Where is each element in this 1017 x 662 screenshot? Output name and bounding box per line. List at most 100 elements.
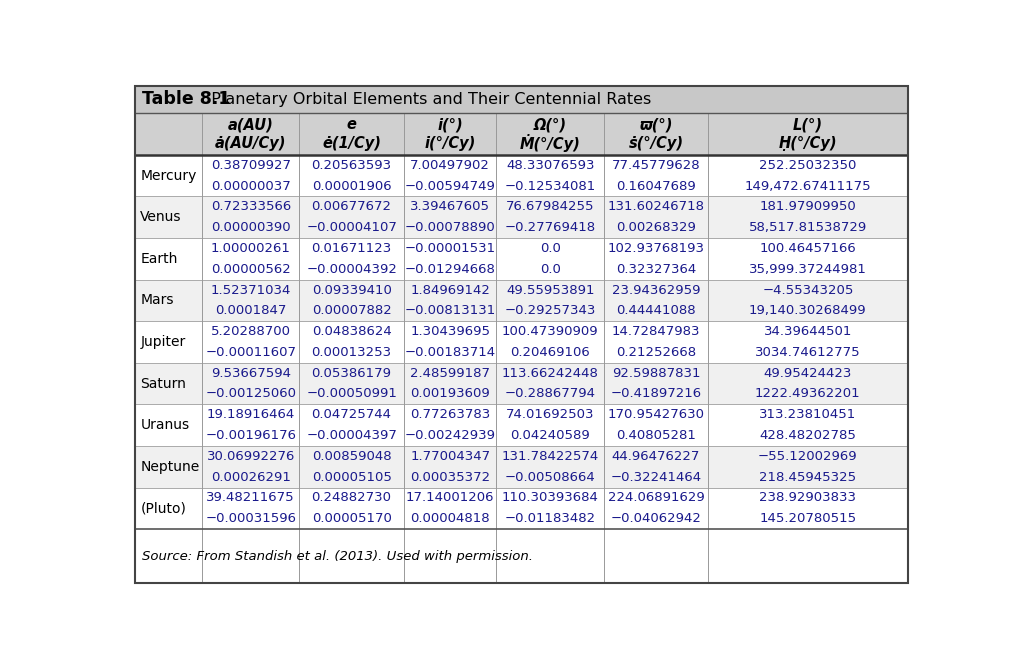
Text: ȧ(AU/Cy): ȧ(AU/Cy) <box>215 136 287 151</box>
Text: 0.24882730: 0.24882730 <box>311 491 392 504</box>
Text: 1.84969142: 1.84969142 <box>410 283 490 297</box>
Text: 1.77004347: 1.77004347 <box>410 450 490 463</box>
Text: e: e <box>347 117 357 132</box>
Text: Saturn: Saturn <box>140 377 186 391</box>
Text: 0.05386179: 0.05386179 <box>311 367 392 380</box>
Text: Table 8.1: Table 8.1 <box>141 91 230 109</box>
Text: L(°): L(°) <box>793 117 823 132</box>
Text: 181.97909950: 181.97909950 <box>760 201 856 213</box>
Text: 0.04838624: 0.04838624 <box>312 325 392 338</box>
Text: 74.01692503: 74.01692503 <box>505 408 595 421</box>
Text: Ω(°): Ω(°) <box>534 117 566 132</box>
Text: −0.27769418: −0.27769418 <box>504 221 596 234</box>
Text: 39.48211675: 39.48211675 <box>206 491 295 504</box>
Text: −0.00011607: −0.00011607 <box>205 346 296 359</box>
Text: Planetary Orbital Elements and Their Centennial Rates: Planetary Orbital Elements and Their Cen… <box>200 92 651 107</box>
Text: −0.29257343: −0.29257343 <box>504 305 596 317</box>
Text: 1.00000261: 1.00000261 <box>211 242 291 255</box>
Text: 1222.49362201: 1222.49362201 <box>755 387 860 401</box>
Text: 0.09339410: 0.09339410 <box>311 283 392 297</box>
Text: 0.32327364: 0.32327364 <box>616 263 697 276</box>
Text: 19.18916464: 19.18916464 <box>206 408 295 421</box>
Text: ė(1/Cy): ė(1/Cy) <box>322 136 381 151</box>
Text: Source: From Standish et al. (2013). Used with permission.: Source: From Standish et al. (2013). Use… <box>141 549 533 563</box>
Text: −55.12002969: −55.12002969 <box>758 450 857 463</box>
Text: 218.45945325: 218.45945325 <box>760 471 856 484</box>
Text: Jupiter: Jupiter <box>140 335 185 349</box>
Text: і(°/Cy): і(°/Cy) <box>424 136 476 151</box>
Text: 145.20780515: 145.20780515 <box>760 512 856 525</box>
Text: 0.00859048: 0.00859048 <box>312 450 392 463</box>
Text: 0.01671123: 0.01671123 <box>311 242 392 255</box>
Text: 0.00007882: 0.00007882 <box>312 305 392 317</box>
Text: 17.14001206: 17.14001206 <box>406 491 494 504</box>
Text: −0.00004397: −0.00004397 <box>306 429 397 442</box>
Text: 0.00026291: 0.00026291 <box>211 471 291 484</box>
Text: −0.01183482: −0.01183482 <box>504 512 596 525</box>
Text: 131.78422574: 131.78422574 <box>501 450 599 463</box>
Text: −0.00001531: −0.00001531 <box>405 242 495 255</box>
Bar <box>135 487 907 529</box>
Text: 77.45779628: 77.45779628 <box>612 159 701 172</box>
Text: 2.48599187: 2.48599187 <box>410 367 490 380</box>
Text: i(°): i(°) <box>437 117 463 132</box>
Text: 58,517.81538729: 58,517.81538729 <box>749 221 868 234</box>
Text: 0.00005105: 0.00005105 <box>311 471 392 484</box>
Text: 0.21252668: 0.21252668 <box>616 346 696 359</box>
Text: 0.00677672: 0.00677672 <box>311 201 392 213</box>
Text: −0.04062942: −0.04062942 <box>610 512 702 525</box>
Text: 224.06891629: 224.06891629 <box>608 491 705 504</box>
Bar <box>135 446 907 487</box>
Text: 0.00004818: 0.00004818 <box>410 512 490 525</box>
Bar <box>135 279 907 321</box>
Bar <box>135 363 907 404</box>
Text: 76.67984255: 76.67984255 <box>505 201 595 213</box>
Text: Venus: Venus <box>140 211 182 224</box>
Text: −0.00183714: −0.00183714 <box>405 346 495 359</box>
Text: 0.00193609: 0.00193609 <box>410 387 490 401</box>
Text: 0.04240589: 0.04240589 <box>511 429 590 442</box>
Text: 1.52371034: 1.52371034 <box>211 283 291 297</box>
Text: 252.25032350: 252.25032350 <box>759 159 856 172</box>
Text: 0.40805281: 0.40805281 <box>616 429 696 442</box>
Text: 49.95424423: 49.95424423 <box>764 367 852 380</box>
Text: −0.00078890: −0.00078890 <box>405 221 495 234</box>
Text: −0.00196176: −0.00196176 <box>205 429 296 442</box>
Text: 3.39467605: 3.39467605 <box>410 201 490 213</box>
Text: 0.00035372: 0.00035372 <box>410 471 490 484</box>
Text: 0.00001906: 0.00001906 <box>312 179 392 193</box>
Text: 0.72333566: 0.72333566 <box>211 201 291 213</box>
Text: Uranus: Uranus <box>140 418 189 432</box>
Text: 0.20563593: 0.20563593 <box>311 159 392 172</box>
Text: Mars: Mars <box>140 293 174 307</box>
Text: 0.16047689: 0.16047689 <box>616 179 696 193</box>
Text: 0.0: 0.0 <box>540 263 560 276</box>
Text: 0.77263783: 0.77263783 <box>410 408 490 421</box>
Text: 14.72847983: 14.72847983 <box>612 325 701 338</box>
Text: 313.23810451: 313.23810451 <box>760 408 856 421</box>
Text: −0.00242939: −0.00242939 <box>405 429 495 442</box>
Text: 7.00497902: 7.00497902 <box>410 159 490 172</box>
Text: −0.00004392: −0.00004392 <box>306 263 397 276</box>
Text: Earth: Earth <box>140 252 178 266</box>
Text: −0.00004107: −0.00004107 <box>306 221 397 234</box>
Text: 0.00013253: 0.00013253 <box>311 346 392 359</box>
Text: 49.55953891: 49.55953891 <box>505 283 595 297</box>
Text: 0.00000390: 0.00000390 <box>211 221 291 234</box>
Bar <box>135 553 907 583</box>
Text: −0.01294668: −0.01294668 <box>405 263 495 276</box>
Text: a(AU): a(AU) <box>228 117 274 132</box>
Text: 100.47390909: 100.47390909 <box>501 325 598 338</box>
Text: 113.66242448: 113.66242448 <box>501 367 599 380</box>
Text: −0.00813131: −0.00813131 <box>405 305 495 317</box>
Text: 110.30393684: 110.30393684 <box>501 491 599 504</box>
Text: 48.33076593: 48.33076593 <box>505 159 595 172</box>
Text: Ḥ(°/Cy): Ḥ(°/Cy) <box>779 136 837 151</box>
Text: Mercury: Mercury <box>140 169 196 183</box>
Text: 92.59887831: 92.59887831 <box>612 367 701 380</box>
Text: ṡ(°/Cy): ṡ(°/Cy) <box>629 136 683 151</box>
Bar <box>135 85 907 113</box>
Text: 9.53667594: 9.53667594 <box>211 367 291 380</box>
Text: 30.06992276: 30.06992276 <box>206 450 295 463</box>
Text: −0.12534081: −0.12534081 <box>504 179 596 193</box>
